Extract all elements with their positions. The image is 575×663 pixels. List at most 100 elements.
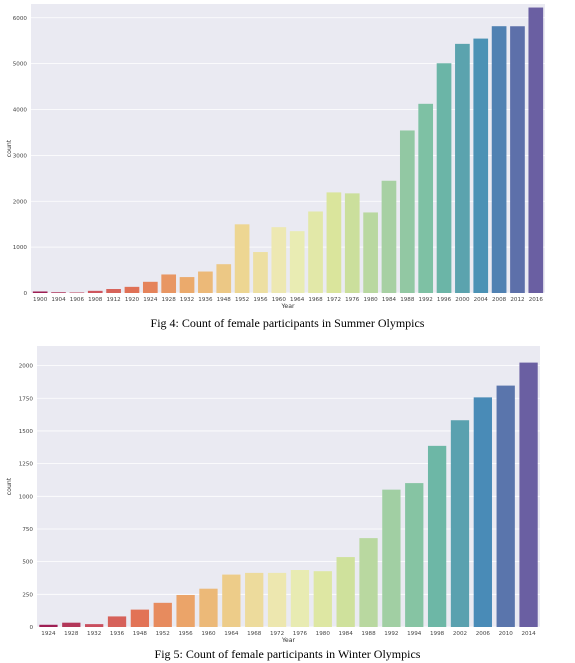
bar [359, 538, 378, 627]
x-tick-label: 1960 [201, 631, 216, 637]
x-tick-label: 1988 [400, 297, 415, 303]
x-tick-label: 1964 [224, 631, 239, 637]
bar [85, 624, 104, 627]
y-tick-label: 0 [23, 291, 27, 297]
bar [222, 574, 241, 627]
x-tick-label: 1984 [339, 631, 354, 637]
x-tick-label: 1984 [382, 297, 397, 303]
x-tick-label: 1952 [156, 631, 170, 637]
bar [326, 192, 342, 293]
bar [32, 291, 48, 293]
bar [289, 231, 305, 293]
x-tick-label: 2002 [453, 631, 467, 637]
bar [39, 624, 58, 627]
y-tick-label: 3000 [13, 153, 28, 159]
x-tick-label: 1936 [198, 297, 213, 303]
x-tick-label: 1968 [308, 297, 323, 303]
bar [130, 609, 150, 627]
bar [336, 557, 355, 627]
x-tick-label: 1932 [180, 297, 194, 303]
bar [427, 445, 447, 627]
x-tick-label: 1912 [106, 297, 120, 303]
x-tick-label: 1956 [253, 297, 268, 303]
x-tick-label: 1960 [272, 297, 287, 303]
x-tick-label: 1952 [235, 297, 249, 303]
bar [271, 227, 287, 293]
x-tick-label: 1920 [125, 297, 140, 303]
x-tick-label: 2012 [510, 297, 524, 303]
x-tick-label: 1980 [316, 631, 331, 637]
x-tick-label: 1972 [270, 631, 284, 637]
summer-chart: 0 1000 2000 3000 4000 5000 6000 1900 1904 1906 190… [0, 0, 575, 315]
winter-chart-svg: 0 250 500 750 1000 1250 1500 1750 2000 1924 1928 19… [6, 346, 540, 644]
bar [179, 277, 195, 293]
x-tick-label: 1924 [143, 297, 158, 303]
y-tick-label: 4000 [13, 108, 28, 114]
bar [253, 252, 268, 293]
y-tick-label: 750 [22, 527, 33, 533]
x-tick-label: 1998 [430, 631, 445, 637]
bar [405, 483, 424, 627]
x-tick-label: 1968 [247, 631, 262, 637]
bar [381, 180, 397, 293]
x-tick-label: 1988 [361, 631, 376, 637]
x-tick-label: 2006 [476, 631, 491, 637]
bar [198, 271, 213, 293]
y-tick-label: 1000 [19, 494, 34, 500]
x-tick-label: 1928 [162, 297, 177, 303]
x-tick-label: 1936 [110, 631, 125, 637]
x-tick-label: 1972 [327, 297, 341, 303]
bar [153, 602, 172, 627]
x-tick-label: 1924 [41, 631, 56, 637]
winter-chart: 0 250 500 750 1000 1250 1500 1750 2000 1924 1928 19… [0, 340, 575, 645]
bar [519, 362, 538, 627]
bar [69, 292, 85, 293]
x-tick-label: 1992 [384, 631, 398, 637]
bar [161, 274, 177, 293]
bar [107, 616, 127, 627]
x-tick-label: 1976 [293, 631, 308, 637]
bar [290, 570, 310, 627]
x-tick-label: 1956 [178, 631, 193, 637]
x-tick-label: 1992 [419, 297, 433, 303]
bar [51, 292, 66, 293]
bar [62, 622, 81, 627]
x-tick-label: 2008 [492, 297, 507, 303]
bar [528, 7, 544, 293]
y-tick-label: 1000 [13, 245, 28, 251]
bar [455, 43, 470, 294]
bar [106, 289, 121, 293]
y-tick-label: 2000 [13, 199, 28, 205]
x-axis-label: Year [280, 303, 295, 310]
x-tick-label: 2004 [474, 297, 489, 303]
x-tick-label: 1908 [88, 297, 103, 303]
bar [344, 193, 360, 293]
x-tick-label: 1994 [407, 631, 422, 637]
bar [234, 224, 250, 293]
summer-caption: Fig 4: Count of female participants in S… [150, 316, 425, 330]
bar [418, 103, 434, 294]
x-tick-label: 1996 [437, 297, 452, 303]
x-tick-label: 2000 [455, 297, 470, 303]
bar [87, 290, 103, 293]
y-tick-label: 1250 [19, 462, 34, 468]
x-tick-label: 2014 [521, 631, 536, 637]
bar [450, 420, 470, 627]
y-tick-label: 500 [22, 560, 33, 566]
y-tick-label: 5000 [13, 62, 28, 68]
x-tick-label: 1906 [70, 297, 85, 303]
y-tick-label: 1750 [19, 396, 34, 402]
y-axis-label: count [6, 477, 13, 495]
y-tick-label: 2000 [19, 364, 34, 370]
bar [363, 212, 378, 293]
x-tick-label: 1928 [64, 631, 79, 637]
bar [308, 211, 323, 293]
x-tick-label: 1976 [345, 297, 360, 303]
bar [473, 397, 492, 627]
bar [496, 385, 515, 627]
winter-caption: Fig 5: Count of female participants in W… [154, 647, 421, 661]
bar [399, 130, 415, 293]
bar [176, 594, 195, 627]
bar [142, 281, 158, 293]
bar [436, 63, 452, 293]
